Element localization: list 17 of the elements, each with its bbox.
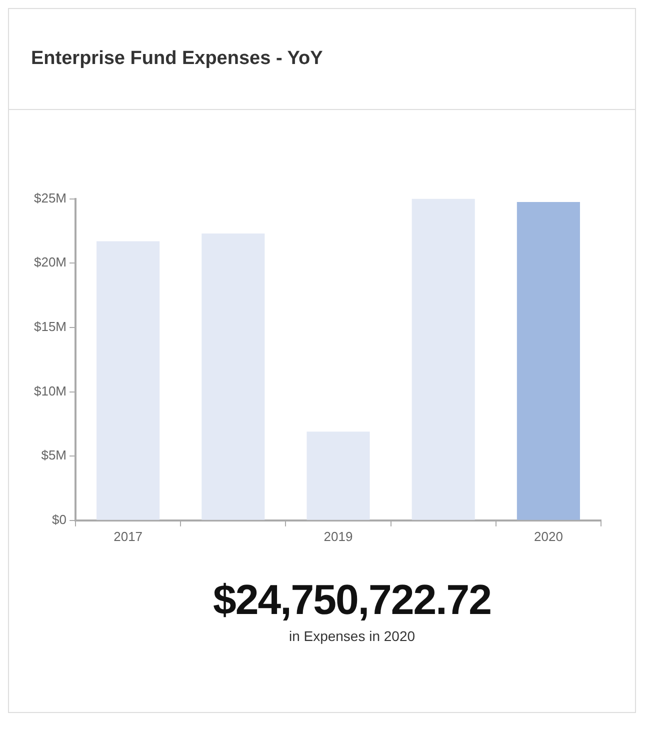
bar <box>412 198 475 520</box>
y-tick-label: $20M <box>34 254 67 270</box>
bar <box>202 234 265 520</box>
y-tick-label: $25M <box>34 190 67 206</box>
bar <box>96 241 160 520</box>
x-tick-label: 2019 <box>324 528 353 544</box>
chart-title: Enterprise Fund Expenses - YoY <box>9 9 635 110</box>
y-tick-label: $15M <box>34 319 67 334</box>
x-tick-label: 2020 <box>534 528 563 544</box>
text: in Expenses in 2020 <box>288 628 416 644</box>
bar <box>516 202 580 520</box>
y-tick-label: $5M <box>41 448 67 463</box>
bar <box>306 432 370 520</box>
x-tick-label: 2017 <box>114 528 143 544</box>
y-tick-label: $10M <box>34 383 67 398</box>
text: $24,750,722.72 <box>212 576 492 624</box>
y-tick-label: $0 <box>52 512 67 527</box>
